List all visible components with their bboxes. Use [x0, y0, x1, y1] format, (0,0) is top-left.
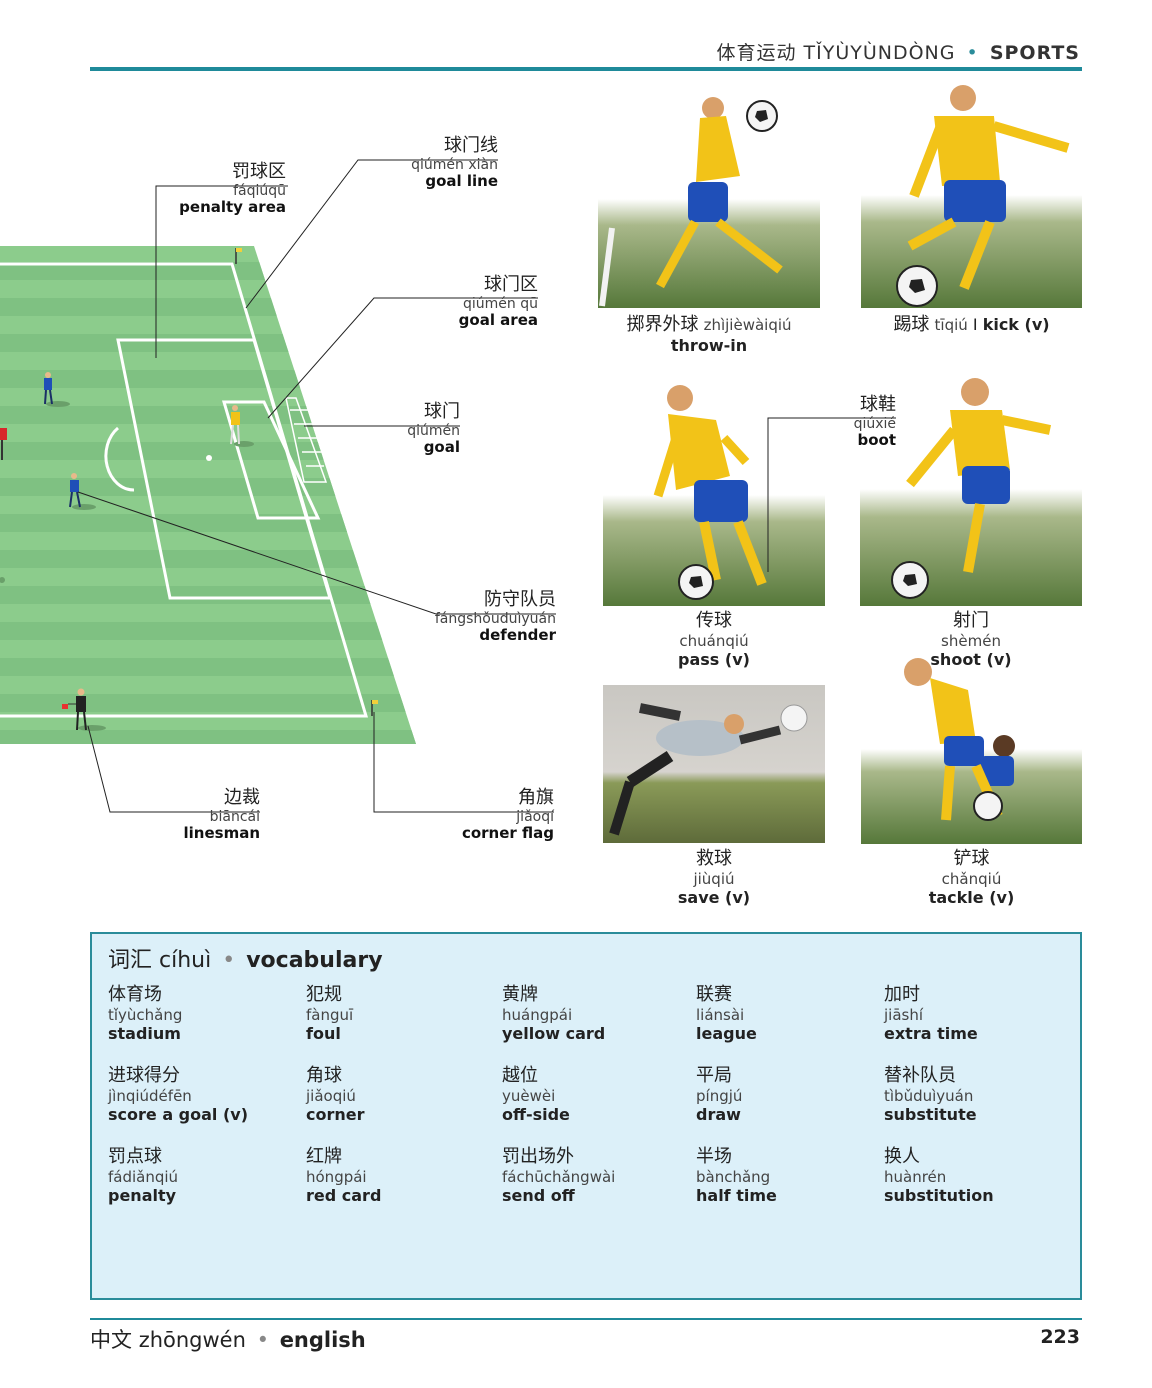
- vocab-item: 体育场 tǐyùchǎng stadium: [108, 984, 183, 1043]
- corner-flag-top: [235, 248, 242, 264]
- header-rule: [90, 67, 1082, 71]
- vocab-item: 罚出场外 fáchūchǎngwài send off: [502, 1146, 616, 1205]
- vocab-item: 换人 huànrén substitution: [884, 1146, 994, 1205]
- vocab-item: 进球得分 jìnqiúdéfēn score a goal (v): [108, 1065, 249, 1124]
- label-corner-flag: 角旗 jiǎoqí corner flag: [461, 787, 554, 842]
- vocab-item: 替补队员 tìbǔduìyuán substitute: [884, 1065, 977, 1124]
- page-footer: 中文 zhōngwén • english: [90, 1328, 366, 1352]
- vocab-item: 角球 jiǎoqiú corner: [306, 1065, 365, 1124]
- caption-tackle: 铲球 chǎnqiú tackle (v): [928, 848, 1015, 907]
- header-pinyin: TǏYÙYÙNDÒNG: [803, 42, 956, 64]
- label-goal-line: 球门线 qiúmén xiàn goal line: [411, 135, 498, 190]
- pitch-markings: [0, 262, 369, 718]
- vocabulary-box: 词汇 cíhuì • vocabulary 体育场 tǐyùchǎng stadiu…: [90, 932, 1082, 1300]
- vocab-item: 罚点球 fádiǎnqiú penalty: [108, 1146, 179, 1205]
- page-header: 体育运动 TǏYÙYÙNDÒNG • SPORTS: [716, 38, 1080, 65]
- vocab-item: 红牌 hóngpái red card: [306, 1146, 382, 1205]
- player-red: [0, 428, 7, 460]
- vocab-item: 犯规 fànguī foul: [306, 984, 354, 1043]
- player-blue-1: [44, 372, 70, 407]
- vocab-item: 黄牌 huángpái yellow card: [502, 984, 606, 1043]
- caption-kick: 踢球 tīqiú I kick (v): [893, 314, 1050, 335]
- leader-lines: [77, 159, 556, 813]
- corner-flag-bottom: [371, 700, 378, 716]
- vocabulary-title: 词汇 cíhuì • vocabulary: [108, 948, 383, 973]
- linesman-figure: [62, 688, 106, 731]
- label-defender: 防守队员 fángshǒuduìyuán defender: [434, 589, 556, 644]
- penalty-spot: [206, 455, 212, 461]
- vocab-item: 平局 píngjú draw: [696, 1065, 743, 1124]
- vocab-item: 加时 jiāshí extra time: [884, 984, 978, 1043]
- goalkeeper-yellow: [230, 405, 254, 447]
- caption-shoot: 射门 shèmén shoot (v): [930, 610, 1012, 669]
- caption-throw-in: 掷界外球 zhìjièwàiqiú throw-in: [626, 314, 792, 355]
- label-penalty-area: 罚球区 fáqiúqū penalty area: [179, 161, 286, 216]
- header-zh: 体育运动: [716, 42, 797, 64]
- vocab-item: 半场 bànchǎng half time: [696, 1146, 777, 1205]
- vocab-item: 越位 yuèwèi off-side: [502, 1065, 570, 1124]
- label-goal-area: 球门区 qiúmén qū goal area: [458, 274, 538, 329]
- header-en: SPORTS: [989, 42, 1080, 64]
- label-linesman: 边裁 biāncái linesman: [183, 787, 261, 842]
- vocab-item: 联赛 liánsài league: [696, 984, 757, 1043]
- label-goal: 球门 qiúmén goal: [407, 401, 460, 456]
- caption-pass: 传球 chuánqiú pass (v): [678, 610, 750, 669]
- separator-dot: •: [966, 42, 979, 64]
- page-number: 223: [1040, 1326, 1080, 1348]
- player-blue-2: [69, 473, 96, 510]
- goal-net: [285, 397, 328, 483]
- label-boot: 球鞋 qiúxié boot: [853, 394, 896, 449]
- caption-save: 救球 jiùqiú save (v): [677, 848, 751, 907]
- footer-rule: [90, 1318, 1082, 1320]
